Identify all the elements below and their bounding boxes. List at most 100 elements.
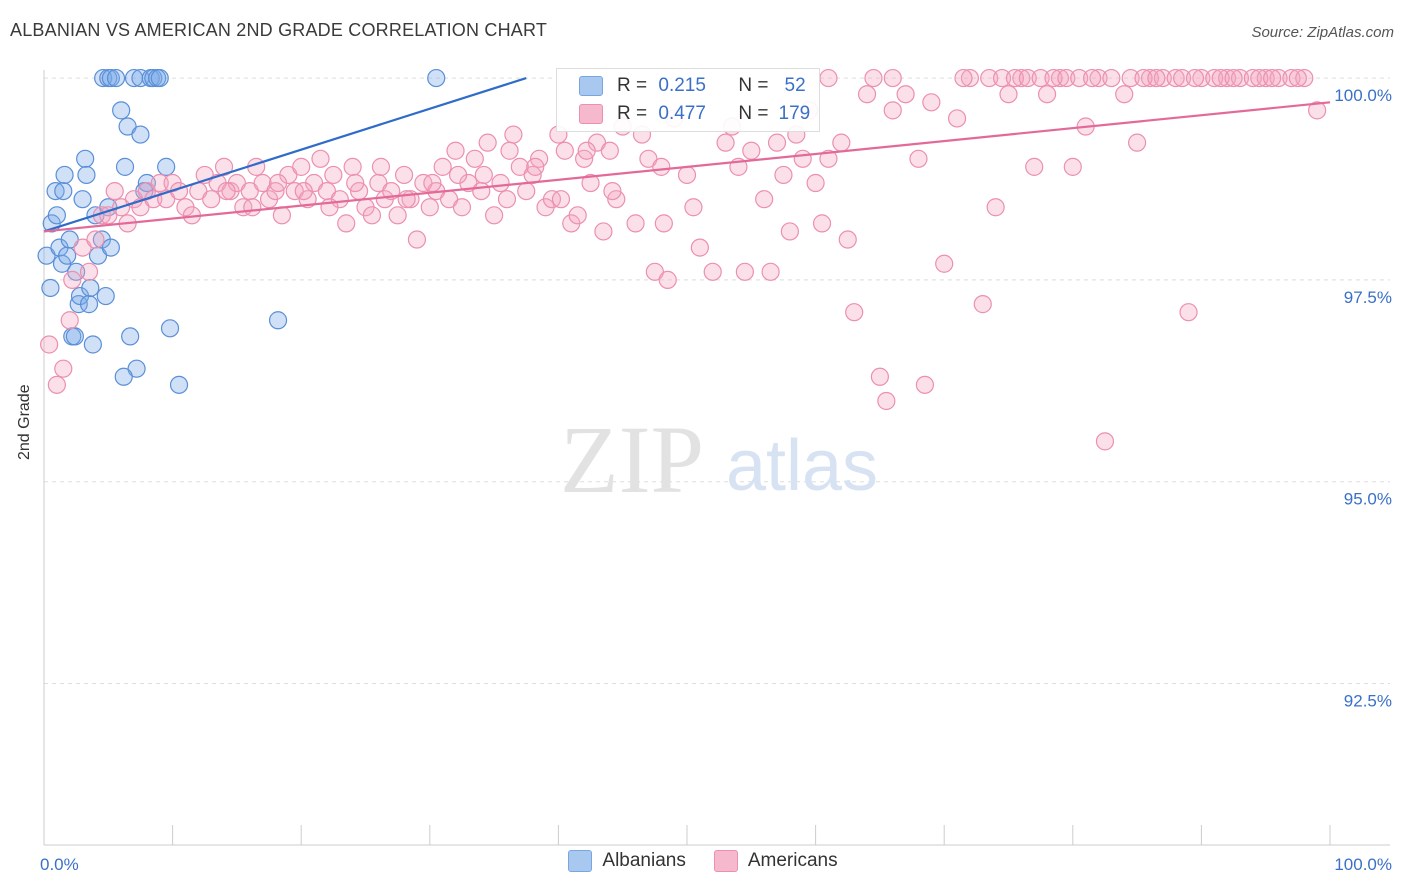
american-point (603, 181, 622, 201)
american-point (504, 125, 523, 144)
american-point (433, 157, 452, 176)
american-point (526, 157, 545, 176)
legend-label-americans: Americans (747, 850, 838, 871)
albanian-point (96, 286, 115, 306)
american-point (63, 270, 82, 289)
american-point (1037, 85, 1057, 104)
american-point (394, 165, 414, 185)
american-point (767, 133, 787, 152)
american-point (1295, 68, 1314, 88)
american-point (346, 173, 365, 193)
trend-lines (43, 77, 1331, 233)
x-tick-label: 100.0% (1334, 855, 1392, 874)
series-legend: Albanians Americans (0, 850, 1406, 872)
albanian-point (160, 319, 180, 338)
american-point (311, 149, 330, 168)
correlation-legend: R = 0.215 N = 52 R = 0.477 N = 179 (556, 68, 820, 132)
american-point (1018, 68, 1037, 88)
american-point (1308, 101, 1327, 120)
american-point (1185, 68, 1205, 88)
american-point (1070, 68, 1089, 88)
american-point (497, 190, 517, 209)
albanian-point (101, 68, 120, 88)
legend-n-label: N = (738, 75, 769, 96)
american-point (639, 149, 658, 168)
american-point (1288, 68, 1307, 88)
american-point (105, 181, 124, 201)
american-point (922, 93, 941, 112)
american-point (517, 181, 536, 201)
albanian-point (37, 246, 56, 265)
american-point (214, 157, 234, 176)
american-point (1115, 85, 1134, 104)
legend-swatch-americans (579, 104, 603, 124)
american-point (577, 141, 596, 160)
american-point (272, 206, 292, 225)
watermark: ZIP atlas (560, 406, 878, 513)
american-point (99, 206, 118, 225)
albanian-point (118, 117, 137, 136)
albanian-point (55, 165, 74, 185)
american-point (677, 165, 697, 185)
american-point (1218, 68, 1237, 88)
american-point (500, 141, 519, 160)
american-point (947, 109, 967, 128)
american-point (1250, 68, 1269, 88)
american-point (1153, 68, 1172, 88)
american-point (202, 190, 221, 209)
american-point (472, 181, 491, 201)
y-tick-label: 92.5% (1344, 692, 1392, 711)
american-point (362, 206, 382, 225)
american-point (337, 214, 356, 233)
american-point (684, 198, 703, 217)
american-point (1192, 68, 1211, 88)
american-point (973, 295, 992, 314)
american-point (1102, 68, 1121, 88)
legend-row-americans: R = 0.477 N = 179 (579, 101, 810, 127)
american-point (79, 262, 99, 281)
american-point (423, 173, 442, 193)
american-point (896, 85, 915, 104)
american-point (761, 262, 780, 281)
series-albanians (37, 68, 446, 394)
legend-r-label: R = (617, 103, 648, 124)
american-point (1166, 68, 1185, 88)
american-point (1205, 68, 1224, 88)
american-point (1044, 68, 1063, 88)
american-point (999, 85, 1018, 104)
albanian-point (114, 367, 133, 386)
watermark-atlas: atlas (726, 426, 878, 506)
american-point (1211, 68, 1230, 88)
legend-r-label: R = (617, 75, 648, 96)
albanian-point (83, 335, 102, 354)
american-point (857, 85, 877, 104)
american-point (832, 133, 851, 152)
albanian-point (76, 149, 95, 168)
albanian-point (169, 375, 189, 394)
american-point (397, 190, 416, 209)
american-point (1057, 68, 1076, 88)
albanian-point (41, 278, 60, 298)
american-point (1050, 68, 1070, 88)
american-point (654, 214, 673, 233)
american-point (73, 238, 92, 257)
american-point (774, 165, 793, 185)
albanian-point (77, 165, 96, 185)
american-point (845, 303, 864, 322)
albanian-point (94, 68, 113, 88)
american-point (568, 206, 587, 225)
american-point (294, 181, 313, 201)
legend-n-value: 179 (778, 103, 811, 124)
american-point (742, 141, 761, 160)
albanian-point (150, 68, 169, 88)
legend-swatch-albanians (568, 850, 593, 872)
y-tick-label: 100.0% (1334, 86, 1392, 105)
albanian-point (112, 101, 131, 120)
american-point (1179, 303, 1198, 322)
albanian-point (54, 181, 73, 201)
american-point (86, 230, 105, 249)
albanian-point (121, 327, 140, 346)
american-point (1173, 68, 1192, 88)
american-point (465, 149, 484, 168)
